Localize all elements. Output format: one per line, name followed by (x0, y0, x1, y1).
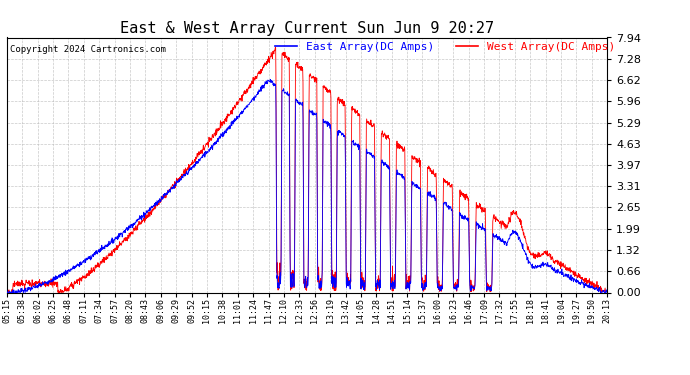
Legend: East Array(DC Amps), West Array(DC Amps): East Array(DC Amps), West Array(DC Amps) (270, 38, 620, 56)
Title: East & West Array Current Sun Jun 9 20:27: East & West Array Current Sun Jun 9 20:2… (120, 21, 494, 36)
Text: Copyright 2024 Cartronics.com: Copyright 2024 Cartronics.com (10, 45, 166, 54)
